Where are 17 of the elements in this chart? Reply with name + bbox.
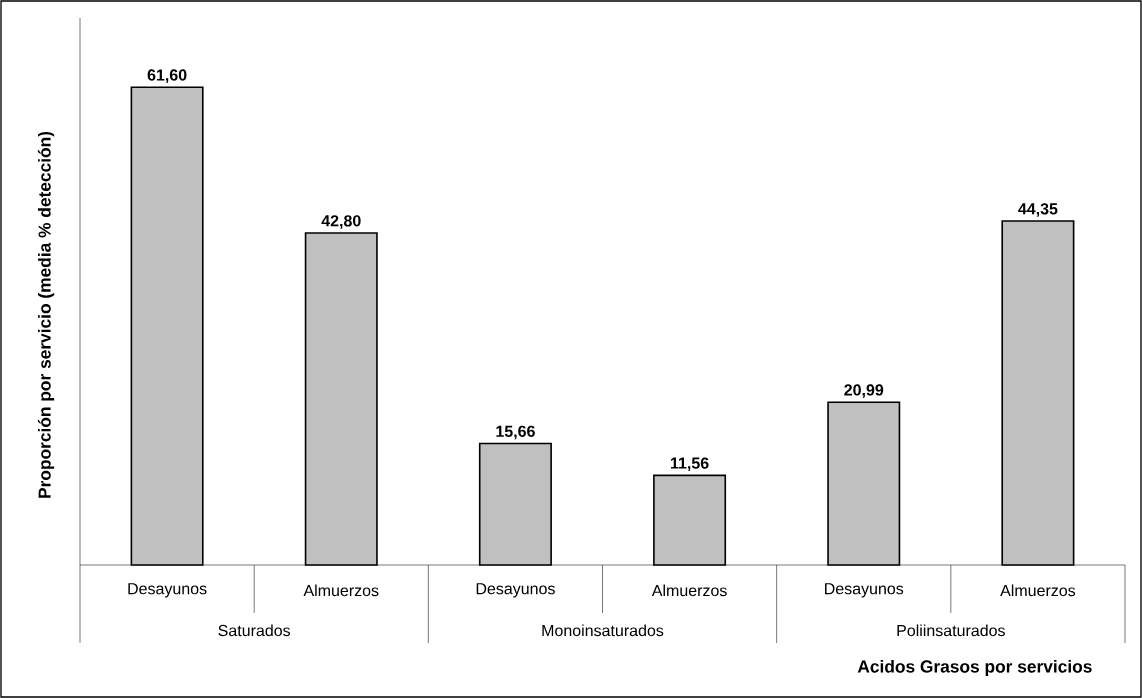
data-label: 42,80 xyxy=(321,215,361,229)
x-tick-label: Almuerzos xyxy=(1000,584,1076,597)
text: Saturados xyxy=(218,624,291,637)
data-label: 15,66 xyxy=(496,425,535,440)
text: Monoinsaturados xyxy=(542,624,664,637)
data-label: 20,99 xyxy=(844,384,884,398)
text: Poliinsaturados xyxy=(897,624,1005,637)
data-label: 61,60 xyxy=(147,69,187,83)
x-axis-title: Acidos Grasos por servicios xyxy=(857,659,1092,677)
x-tick-label: Desayunos xyxy=(825,583,904,598)
x-tick-label: Almuerzos xyxy=(651,584,727,597)
data-label: 11,56 xyxy=(671,457,709,472)
x-tick-label: Desayunos xyxy=(476,583,555,598)
x-tick-label: Almuerzos xyxy=(303,584,379,597)
y-axis-title: Proporción por servicio (media % detección) xyxy=(37,131,55,498)
data-label: 44,35 xyxy=(1018,203,1058,217)
x-tick-label: Desayunos xyxy=(128,583,207,598)
